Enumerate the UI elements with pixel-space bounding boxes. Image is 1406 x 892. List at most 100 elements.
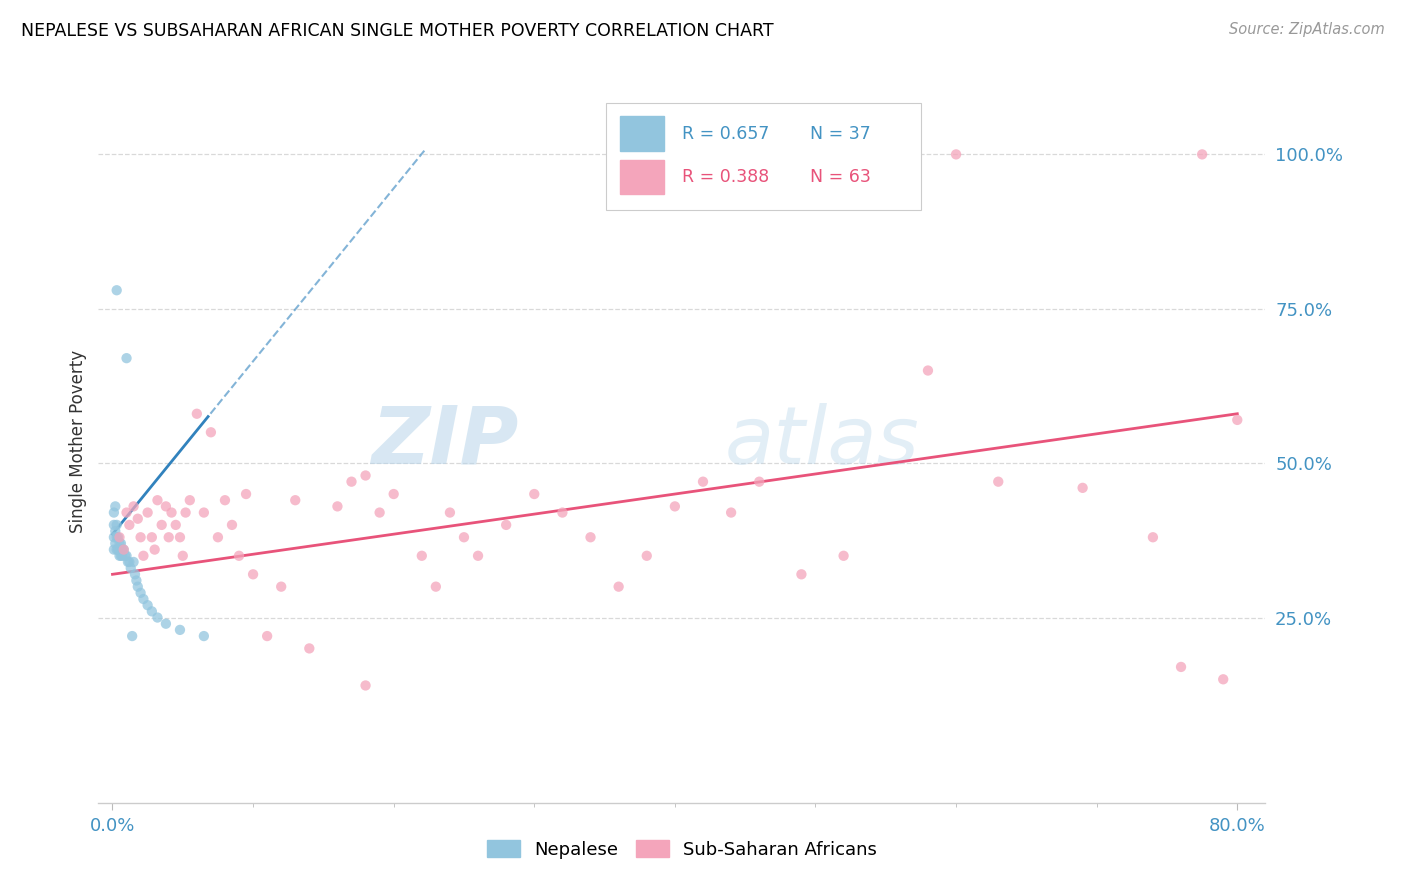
Point (114, 549, 136, 563)
Point (495, 517, 517, 532)
Point (242, 567, 264, 582)
Point (340, 475, 363, 489)
Point (748, 475, 770, 489)
Point (607, 580, 630, 594)
Point (115, 351, 138, 366)
Point (143, 542, 166, 557)
Point (284, 493, 307, 508)
Point (692, 475, 714, 489)
Point (155, 500, 177, 514)
Point (298, 641, 321, 656)
Point (354, 468, 377, 483)
Point (105, 530, 128, 544)
Point (256, 629, 278, 643)
Point (112, 542, 135, 557)
Point (214, 493, 236, 508)
Point (104, 500, 127, 514)
Point (121, 629, 143, 643)
Point (111, 542, 134, 557)
Point (112, 542, 135, 557)
Point (160, 506, 183, 520)
Point (103, 530, 125, 544)
Point (157, 530, 180, 544)
Point (127, 512, 149, 526)
Y-axis label: Single Mother Poverty: Single Mother Poverty (69, 350, 87, 533)
Text: ZIP: ZIP (371, 402, 519, 481)
Point (467, 549, 489, 563)
Text: Source: ZipAtlas.com: Source: ZipAtlas.com (1229, 22, 1385, 37)
Point (987, 475, 1010, 489)
Point (945, 147, 967, 161)
Text: R = 0.657: R = 0.657 (682, 125, 769, 143)
Point (664, 500, 686, 514)
Point (118, 555, 141, 569)
Point (832, 549, 855, 563)
Point (235, 487, 257, 501)
Point (115, 549, 138, 563)
Point (193, 506, 215, 520)
Text: R = 0.388: R = 0.388 (682, 168, 769, 186)
Point (382, 487, 405, 501)
Point (165, 517, 187, 532)
Point (193, 629, 215, 643)
Point (111, 549, 134, 563)
Point (523, 487, 546, 501)
Point (103, 517, 125, 532)
Point (108, 536, 131, 550)
Point (179, 493, 201, 508)
Point (146, 493, 169, 508)
Legend: Nepalese, Sub-Saharan Africans: Nepalese, Sub-Saharan Africans (479, 833, 884, 866)
Point (103, 506, 125, 520)
Point (354, 678, 377, 692)
Point (141, 604, 163, 618)
Point (636, 549, 658, 563)
Point (720, 506, 742, 520)
Point (117, 555, 139, 569)
Point (136, 506, 159, 520)
Point (129, 586, 152, 600)
Point (1142, 530, 1164, 544)
Point (579, 530, 602, 544)
Point (125, 574, 148, 588)
Point (129, 530, 152, 544)
Point (124, 567, 146, 582)
Point (107, 530, 129, 544)
Text: atlas: atlas (724, 402, 920, 481)
Point (228, 549, 250, 563)
Point (141, 530, 163, 544)
Point (108, 549, 131, 563)
Point (150, 517, 173, 532)
Point (186, 407, 208, 421)
Point (1071, 481, 1094, 495)
Point (103, 542, 125, 557)
Point (107, 542, 129, 557)
Point (155, 616, 177, 631)
Text: NEPALESE VS SUBSAHARAN AFRICAN SINGLE MOTHER POVERTY CORRELATION CHART: NEPALESE VS SUBSAHARAN AFRICAN SINGLE MO… (21, 22, 773, 40)
Point (122, 555, 145, 569)
Point (146, 610, 169, 624)
Point (108, 530, 131, 544)
Point (105, 517, 128, 532)
Point (270, 580, 292, 594)
Point (368, 506, 391, 520)
Point (169, 623, 191, 637)
Point (1191, 147, 1213, 161)
Point (169, 530, 191, 544)
Point (1226, 413, 1249, 427)
Point (326, 500, 349, 514)
Point (118, 517, 141, 532)
Point (174, 506, 197, 520)
Point (439, 506, 461, 520)
Point (132, 592, 155, 607)
Point (120, 561, 142, 575)
Bar (620, 117, 665, 151)
Point (104, 524, 127, 538)
Point (136, 598, 159, 612)
Text: N = 37: N = 37 (810, 125, 872, 143)
Point (425, 580, 447, 594)
Point (551, 506, 574, 520)
Point (221, 517, 243, 532)
Point (115, 506, 138, 520)
Point (110, 549, 132, 563)
Point (127, 580, 149, 594)
